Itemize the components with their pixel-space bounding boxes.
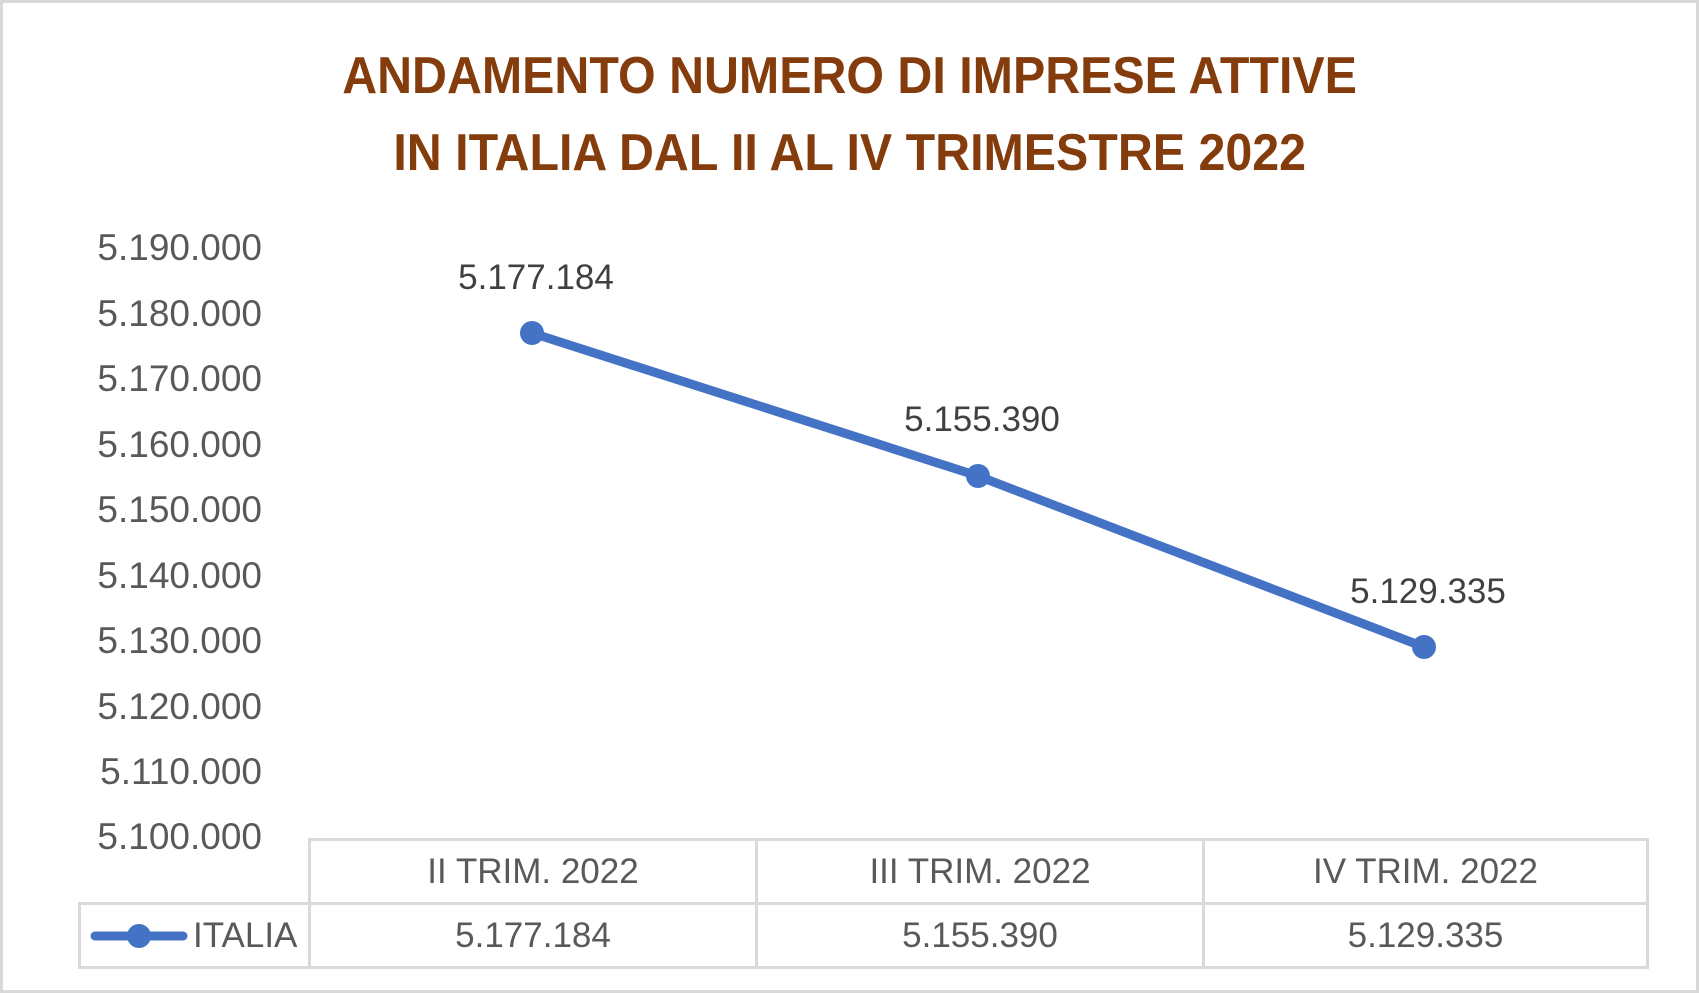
legend-entry-italia[interactable]: ITALIA: [78, 902, 311, 969]
data-point-marker[interactable]: [1412, 635, 1436, 659]
data-label: 5.155.390: [904, 400, 1060, 439]
y-tick-label: 5.150.000: [97, 489, 262, 530]
table-header-cell: III TRIM. 2022: [755, 838, 1205, 905]
table-value-cell: 5.177.184: [308, 902, 758, 969]
table-header-cell: II TRIM. 2022: [308, 838, 758, 905]
y-tick-label: 5.180.000: [97, 293, 262, 334]
data-point-marker[interactable]: [966, 464, 990, 488]
chart-title-line-2: IN ITALIA DAL II AL IV TRIMESTRE 2022: [0, 123, 1699, 183]
y-tick-label: 5.120.000: [97, 686, 262, 727]
data-label: 5.177.184: [458, 258, 614, 297]
legend-line-marker-icon: [90, 923, 188, 948]
series-line-italia: [527, 328, 1429, 652]
table-value-cell: 5.155.390: [755, 902, 1205, 969]
y-tick-label: 5.160.000: [97, 424, 262, 465]
y-tick-label: 5.140.000: [97, 555, 262, 596]
data-label: 5.129.335: [1350, 572, 1506, 611]
table-header-cell: IV TRIM. 2022: [1202, 838, 1649, 905]
data-point-marker[interactable]: [520, 321, 544, 345]
chart-title-line-2-text: IN ITALIA DAL II AL IV TRIMESTRE 2022: [393, 124, 1306, 182]
y-tick-label: 5.130.000: [97, 620, 262, 661]
y-tick-label: 5.170.000: [97, 358, 262, 399]
legend-label: ITALIA: [193, 915, 298, 955]
y-tick-label: 5.100.000: [97, 816, 262, 857]
table-value-cell: 5.129.335: [1202, 902, 1649, 969]
y-tick-label: 5.110.000: [100, 751, 262, 792]
chart-title-line-1: ANDAMENTO NUMERO DI IMPRESE ATTIVE: [0, 46, 1699, 106]
y-tick-label: 5.190.000: [97, 227, 262, 268]
chart-title-line-1-text: ANDAMENTO NUMERO DI IMPRESE ATTIVE: [342, 47, 1357, 105]
